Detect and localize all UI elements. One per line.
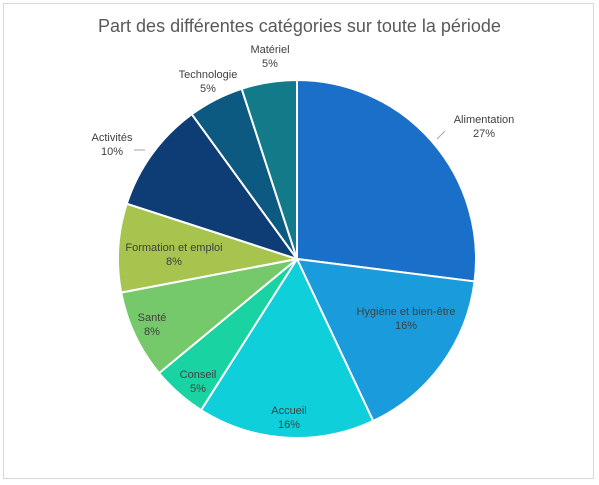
pie-slice-alimentation [296,78,477,283]
slice-value-mat-riel: 5% [262,58,278,70]
slice-label-mat-riel: Matériel [250,44,289,56]
slice-label-alimentation: Alimentation [454,114,515,126]
slice-value-accueil: 16% [278,419,300,431]
slice-value-activit-s: 10% [101,146,123,158]
pie-slice-formation-et-emploi [117,202,298,294]
slice-label-sant-: Santé [138,312,167,324]
slice-label-formation-et-emploi: Formation et emploi [125,242,222,254]
pie-slice-hygi-ne-et-bien-tre [295,257,476,423]
slice-label-hygi-ne-et-bien-tre: Hygiène et bien-être [356,306,455,318]
slice-label-technologie: Technologie [179,69,238,81]
slice-value-formation-et-emploi: 8% [166,256,182,268]
pie-slice-mat-riel [240,78,298,260]
pie-slice-sant- [120,258,298,375]
slice-value-sant-: 8% [144,326,160,338]
pie-slice-accueil [199,256,375,439]
slice-value-hygi-ne-et-bien-tre: 16% [395,320,417,332]
chart-title: Part des différentes catégories sur tout… [98,16,501,36]
slice-label-accueil: Accueil [271,405,306,417]
slice-value-conseil: 5% [190,383,206,395]
pie-slice-activit-s [125,112,300,261]
slice-label-conseil: Conseil [180,369,217,381]
slice-value-alimentation: 27% [473,128,495,140]
slice-label-activit-s: Activités [92,132,133,144]
slice-value-technologie: 5% [200,83,216,95]
leader-line [436,130,446,140]
